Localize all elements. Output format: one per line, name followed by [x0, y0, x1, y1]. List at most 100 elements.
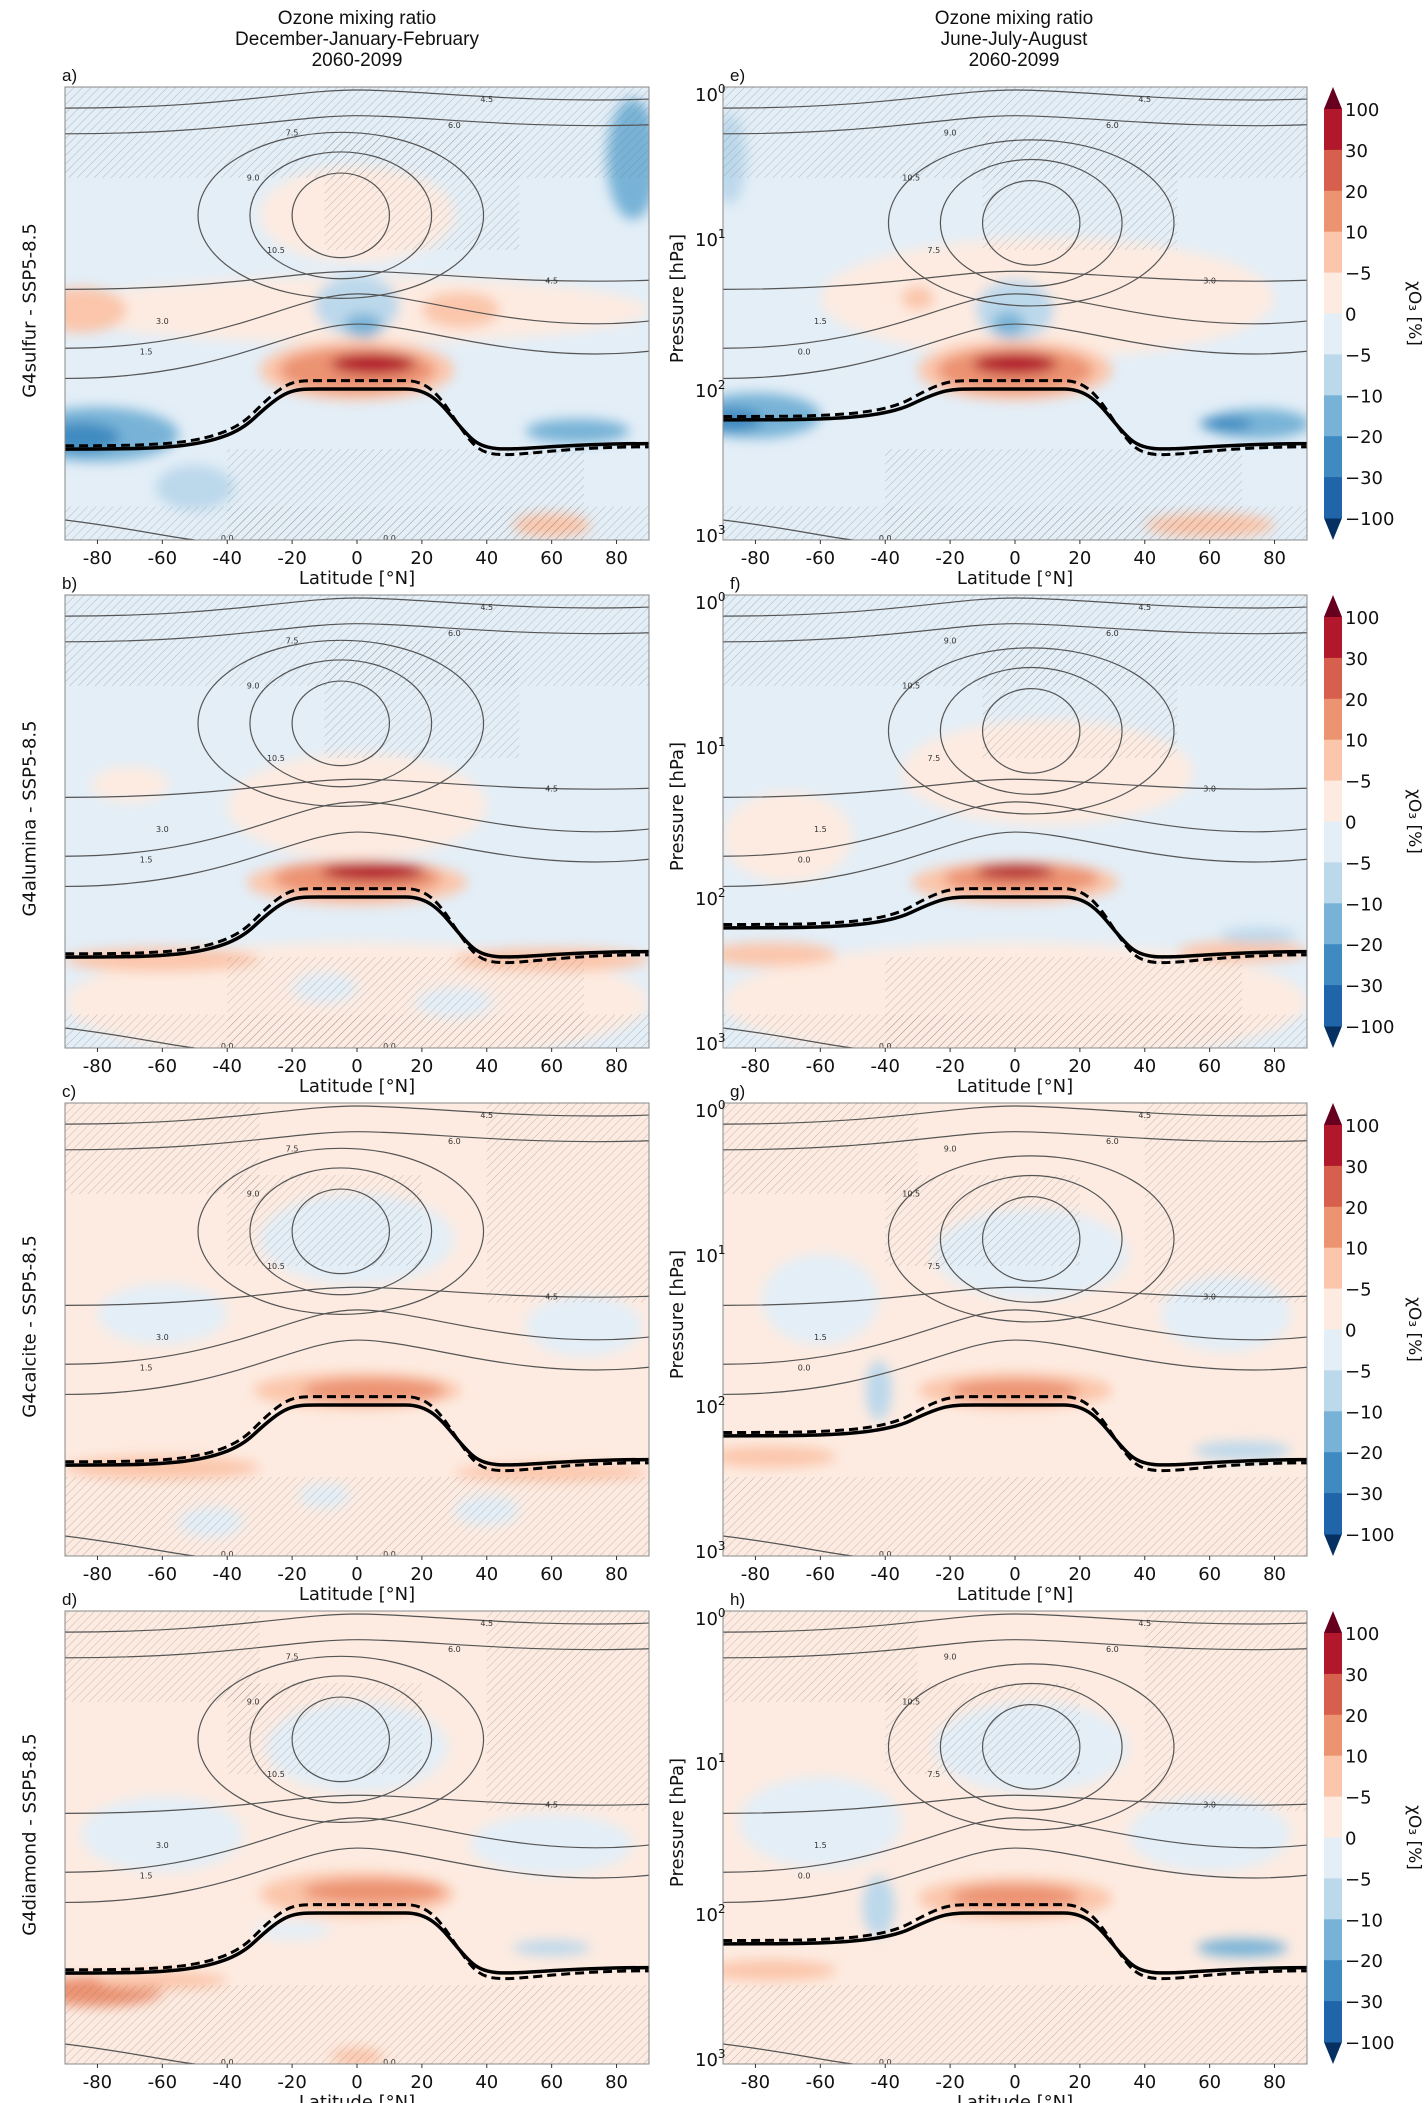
- colorbar-bin: [1324, 739, 1342, 782]
- contour-line: [65, 597, 649, 617]
- contour-label: 0.0: [221, 1550, 234, 1559]
- x-tick-label: 80: [1263, 1564, 1286, 1585]
- contour-label: 3.0: [156, 1841, 169, 1850]
- y-tick-exponent: 3: [718, 523, 726, 537]
- anomaly-blob: [331, 353, 416, 375]
- anomaly-blob: [723, 791, 853, 883]
- col-title-line: December-January-February: [235, 29, 479, 50]
- contour-line: [291, 172, 391, 259]
- contour-line: [939, 666, 1123, 795]
- x-tick-label: 80: [605, 1056, 628, 1077]
- y-tick-base: 10: [695, 1246, 718, 1267]
- x-axis-label: Latitude [°N]: [957, 1076, 1073, 1097]
- colorbar-extend-max: [1324, 1103, 1342, 1125]
- y-tick-exponent: 0: [718, 590, 726, 604]
- y-tick-exponent: 2: [718, 1394, 726, 1408]
- colorbar-bin: [1324, 395, 1342, 437]
- x-axis-label: Latitude [°N]: [957, 2092, 1073, 2103]
- hatching: [65, 506, 649, 540]
- panel-label: b): [62, 574, 77, 593]
- contour-line: [65, 1131, 649, 1151]
- colorbar-tick-label: 20: [1345, 690, 1368, 711]
- colorbar-bin: [1324, 313, 1342, 355]
- colorbar-extend-min: [1324, 2042, 1342, 2064]
- colorbar-bin: [1324, 985, 1342, 1027]
- hatching: [227, 1683, 422, 1774]
- colorbar-bin: [1324, 190, 1342, 233]
- x-tick-label: 60: [1198, 1564, 1221, 1585]
- contour-label: 1.5: [814, 1841, 827, 1850]
- colorbar-bin: [1324, 1247, 1342, 1290]
- contour-label: 9.0: [247, 682, 260, 691]
- tropopause-reference: [65, 1911, 649, 1975]
- colorbar-bin: [1324, 780, 1342, 822]
- contour-label: 0.0: [383, 1550, 396, 1559]
- x-tick-label: 0: [1009, 548, 1020, 569]
- contour-line: [65, 293, 649, 349]
- y-tick-label: 103: [695, 1539, 726, 1563]
- y-tick-exponent: 1: [718, 1751, 726, 1765]
- x-tick-label: 20: [410, 1564, 433, 1585]
- contour-label: 6.0: [1106, 629, 1119, 638]
- x-tick-label: -60: [148, 1056, 177, 1077]
- x-tick-label: -80: [83, 548, 112, 569]
- x-tick-label: -60: [806, 548, 835, 569]
- col-title-djf: Ozone mixing ratio December-January-Febr…: [57, 8, 657, 71]
- colorbar-bin: [1324, 617, 1342, 659]
- colorbar-tick-label: −30: [1345, 1484, 1383, 1505]
- contour-line: [723, 1535, 853, 1556]
- panel-label: h): [730, 1590, 745, 1609]
- colorbar-tick-label: 0: [1345, 1829, 1356, 1850]
- y-tick-label: 102: [695, 1902, 726, 1926]
- contour-label: 7.5: [286, 1652, 299, 1661]
- x-tick-label: -40: [871, 1564, 900, 1585]
- contour-label: 10.5: [902, 682, 920, 691]
- contour-label: 7.5: [928, 1262, 941, 1271]
- x-tick-label: -40: [871, 1056, 900, 1077]
- colorbar-tick-label: −20: [1345, 935, 1383, 956]
- tropopause-reference: [723, 1403, 1307, 1467]
- x-tick-label: 40: [1133, 1056, 1156, 1077]
- x-tick-label: -40: [871, 2072, 900, 2093]
- x-tick-label: 80: [605, 548, 628, 569]
- anomaly-blob: [65, 422, 121, 453]
- contour-label: 0.0: [383, 1042, 396, 1051]
- y-tick-exponent: 1: [718, 1243, 726, 1257]
- contour-line: [723, 1613, 1307, 1633]
- y-tick-base: 10: [695, 1034, 718, 1055]
- contour-label: 4.5: [545, 1800, 558, 1809]
- contour-label: 0.0: [798, 855, 811, 864]
- x-axis-label: Latitude [°N]: [299, 1584, 415, 1605]
- panel-e: 4.5 6.0 9.0 10.5 7.5 3.0 1.5 0.0 0.0 e) -80 -60 -40 -…: [667, 66, 1424, 589]
- y-tick-base: 10: [695, 593, 718, 614]
- x-tick-label: -80: [741, 1056, 770, 1077]
- contour-label: 6.0: [1106, 1645, 1119, 1654]
- x-tick-label: -40: [871, 548, 900, 569]
- contour-label: 3.0: [1203, 1800, 1216, 1809]
- contour-label: 0.0: [221, 1042, 234, 1051]
- panel-d: 4.5 6.0 7.5 9.0 10.5 4.5 3.0 1.5 0.0 0.0 d) -80 -60 -…: [62, 1590, 650, 2103]
- x-axis-label: Latitude [°N]: [957, 1584, 1073, 1605]
- tropopause-reference: [723, 387, 1307, 451]
- anomaly-blob: [1206, 408, 1307, 439]
- x-tick-label: 20: [410, 1056, 433, 1077]
- colorbar-extend-max: [1324, 87, 1342, 109]
- anomaly-blob: [1219, 927, 1298, 944]
- contour-line: [723, 778, 1307, 798]
- contour-label: 10.5: [267, 1770, 285, 1779]
- colorbar-bin: [1324, 436, 1342, 478]
- colorbar-bin: [1324, 1206, 1342, 1249]
- contour-line: [65, 1286, 649, 1306]
- col-title-line: Ozone mixing ratio: [277, 8, 437, 29]
- y-axis-label: Pressure [hPa]: [667, 1758, 688, 1887]
- panel-label: g): [730, 1082, 745, 1101]
- colorbar-bin: [1324, 1288, 1342, 1330]
- x-tick-label: -40: [213, 548, 242, 569]
- x-tick-label: 0: [1009, 1056, 1020, 1077]
- colorbar-tick-label: 10: [1345, 1239, 1368, 1260]
- colorbar-bin: [1324, 477, 1342, 519]
- anomaly-blob: [865, 1360, 892, 1421]
- colorbar-tick-label: 100: [1345, 608, 1379, 629]
- colorbar-tick-label: −10: [1345, 894, 1383, 915]
- contour-line: [65, 801, 649, 857]
